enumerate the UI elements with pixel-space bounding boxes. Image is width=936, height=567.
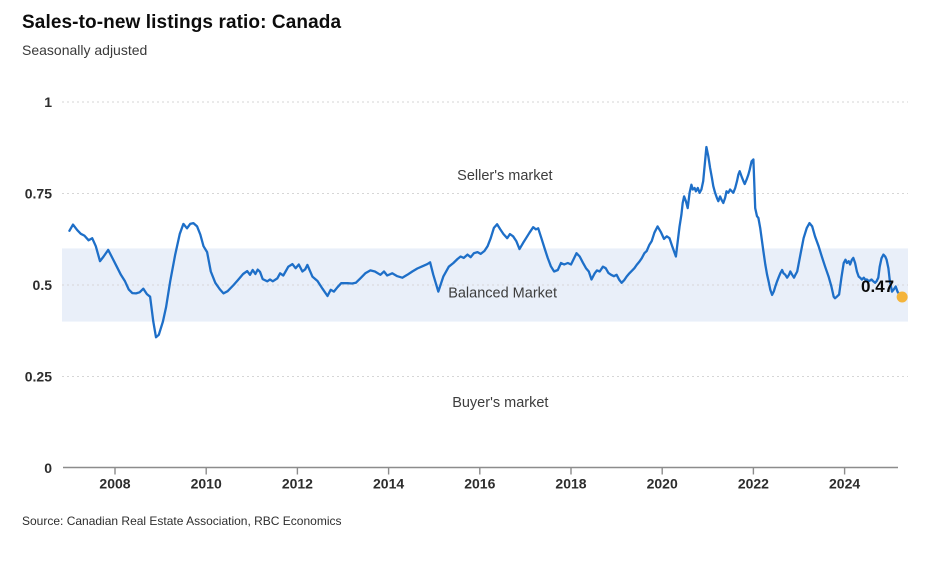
latest-value-label: 0.47: [861, 277, 894, 296]
x-axis-label: 2008: [99, 476, 130, 492]
zone-label: Balanced Market: [448, 285, 557, 301]
zone-label: Seller's market: [457, 168, 552, 184]
y-axis-label: 0.5: [33, 277, 53, 293]
y-axis-label: 0.25: [25, 369, 52, 385]
y-axis-label: 0: [44, 460, 52, 476]
x-axis-label: 2014: [373, 476, 404, 492]
x-axis-label: 2022: [738, 476, 769, 492]
x-axis-label: 2024: [829, 476, 860, 492]
x-axis-label: 2020: [647, 476, 678, 492]
ratio-line: [68, 145, 903, 339]
chart-subtitle: Seasonally adjusted: [22, 42, 148, 58]
y-axis-label: 1: [44, 94, 52, 110]
x-axis-label: 2010: [191, 476, 222, 492]
x-axis-label: 2016: [464, 476, 495, 492]
x-axis-label: 2012: [282, 476, 313, 492]
zone-label: Buyer's market: [452, 395, 548, 411]
page-title: Sales-to-new listings ratio: Canada: [22, 12, 342, 33]
y-axis-label: 0.75: [25, 186, 52, 202]
latest-value-dot: [896, 291, 908, 303]
source-note: Source: Canadian Real Estate Association…: [22, 514, 342, 528]
x-axis-label: 2018: [555, 476, 586, 492]
